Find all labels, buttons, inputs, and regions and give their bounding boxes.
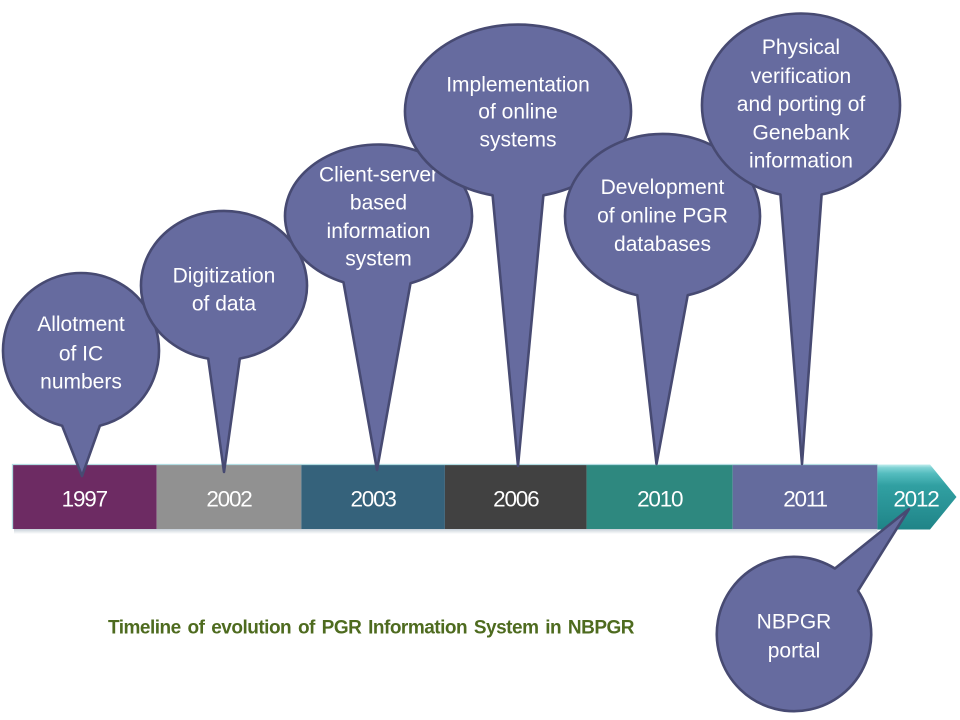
svg-text:2002: 2002 — [206, 487, 252, 512]
svg-text:system: system — [345, 247, 412, 270]
svg-text:Physical: Physical — [762, 36, 840, 59]
svg-text:2006: 2006 — [493, 487, 539, 512]
svg-text:information: information — [749, 150, 853, 173]
svg-text:Client-server: Client-server — [319, 163, 438, 186]
svg-text:of data: of data — [192, 293, 257, 316]
svg-text:information: information — [327, 220, 431, 243]
svg-text:numbers: numbers — [40, 371, 122, 394]
svg-text:2003: 2003 — [350, 487, 396, 512]
svg-text:Genebank: Genebank — [753, 122, 850, 145]
svg-text:2010: 2010 — [637, 487, 683, 512]
svg-text:verification: verification — [751, 65, 851, 88]
svg-text:1997: 1997 — [62, 487, 108, 512]
svg-text:databases: databases — [614, 233, 711, 256]
svg-text:Development: Development — [601, 176, 725, 199]
svg-text:2012: 2012 — [893, 487, 939, 512]
svg-text:portal: portal — [768, 639, 821, 662]
svg-text:systems: systems — [479, 129, 556, 152]
svg-text:Timeline of evolution of PGR I: Timeline of evolution of PGR Information… — [108, 618, 635, 639]
svg-text:Implementation: Implementation — [446, 73, 590, 96]
svg-text:Digitization: Digitization — [173, 265, 276, 288]
svg-text:2011: 2011 — [783, 487, 827, 512]
svg-text:based: based — [350, 192, 407, 215]
svg-text:of online: of online — [478, 101, 557, 124]
svg-text:and porting of: and porting of — [737, 93, 866, 116]
svg-text:NBPGR: NBPGR — [757, 610, 832, 633]
svg-text:of IC: of IC — [59, 342, 103, 365]
svg-text:Allotment: Allotment — [37, 313, 125, 336]
svg-text:of online PGR: of online PGR — [597, 205, 728, 228]
